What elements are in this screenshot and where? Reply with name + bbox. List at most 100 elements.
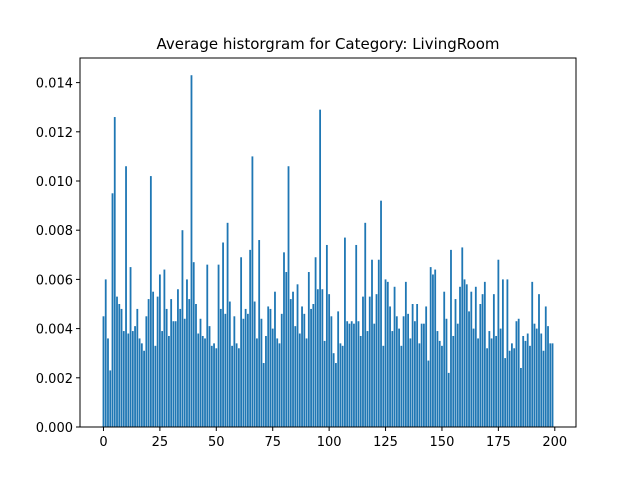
bar (204, 338, 206, 427)
bar (228, 301, 231, 427)
bar (235, 343, 238, 427)
bar (188, 299, 191, 427)
bar (400, 345, 403, 427)
bar (312, 304, 315, 427)
bar (456, 323, 459, 427)
bar (330, 316, 333, 427)
bar (260, 318, 263, 427)
y-tick-label: 0.012 (36, 126, 73, 141)
bar (490, 338, 493, 427)
bar (350, 321, 353, 427)
bar (511, 343, 513, 427)
bar (136, 308, 139, 427)
bar (206, 264, 209, 427)
bar (143, 350, 145, 427)
bar (359, 335, 362, 427)
bar (258, 240, 261, 427)
bar (416, 304, 419, 427)
bar (468, 311, 470, 427)
bar (520, 367, 522, 427)
bar (118, 304, 121, 427)
y-tick-label: 0.006 (36, 273, 73, 288)
bar (262, 363, 265, 427)
bar (366, 331, 369, 427)
bar (210, 345, 213, 427)
bar (375, 294, 378, 427)
bar (477, 338, 479, 427)
bar (310, 308, 312, 427)
bar (544, 306, 547, 427)
bar (432, 274, 434, 427)
bar (454, 299, 457, 427)
bar (179, 308, 182, 427)
bar (249, 249, 252, 427)
bar (154, 345, 157, 427)
bar (127, 333, 130, 427)
bar (339, 343, 342, 427)
bar (129, 267, 132, 427)
bar (131, 331, 134, 427)
bar (197, 333, 200, 427)
bar (413, 321, 416, 427)
bar (474, 286, 477, 427)
bar (362, 296, 364, 427)
bar (540, 333, 543, 427)
bar (409, 338, 412, 427)
bar (535, 328, 538, 427)
bar (411, 304, 414, 427)
bar (168, 335, 170, 427)
bar (138, 338, 141, 427)
bar (524, 340, 527, 427)
bar (244, 308, 247, 427)
bar (163, 269, 166, 427)
bar (429, 267, 432, 427)
bar (314, 257, 317, 427)
bar (472, 328, 475, 427)
y-tick-label: 0.002 (36, 372, 73, 387)
bar (172, 321, 175, 427)
bar (226, 222, 229, 427)
bar (328, 294, 331, 427)
x-tick-label: 50 (208, 435, 225, 450)
bar (384, 279, 387, 427)
bar (445, 318, 448, 427)
bar (285, 272, 288, 427)
bar (278, 343, 281, 427)
bar (116, 296, 118, 427)
bar (271, 328, 274, 427)
bar (113, 117, 116, 427)
bar (501, 279, 504, 427)
bar (237, 348, 240, 427)
bar (402, 316, 405, 427)
bar (479, 304, 482, 427)
bar (165, 308, 168, 427)
x-tick-label: 175 (486, 435, 511, 450)
bar (497, 259, 500, 427)
bar (303, 313, 306, 427)
bar (274, 291, 276, 427)
y-tick-label: 0.004 (36, 323, 73, 338)
bar (341, 345, 344, 427)
bar (152, 291, 155, 427)
bar (463, 279, 466, 427)
bar (201, 335, 204, 427)
bar (373, 323, 376, 427)
bar (251, 156, 254, 427)
bar (325, 244, 328, 427)
bar (183, 318, 186, 427)
bar (307, 272, 310, 427)
bar (542, 350, 545, 427)
bar (332, 353, 335, 427)
bar (287, 166, 290, 428)
bar (321, 289, 324, 427)
bar (407, 313, 410, 427)
plot-frame (79, 57, 577, 428)
bar (551, 343, 554, 427)
bar (134, 326, 136, 427)
bar (246, 313, 249, 427)
bar (393, 286, 396, 427)
bar (174, 321, 177, 427)
bar (517, 318, 520, 427)
bar (289, 299, 292, 427)
